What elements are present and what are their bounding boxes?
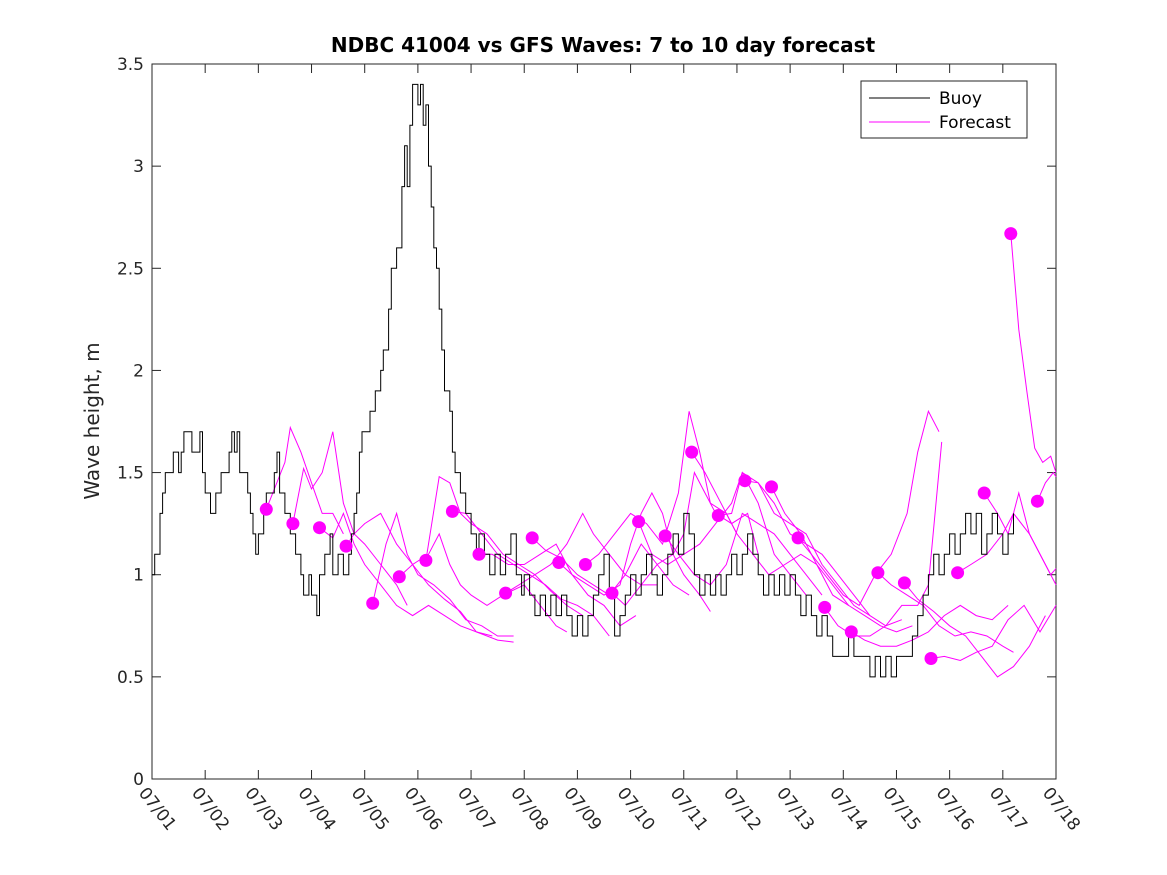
- plot-area-frame: [151, 63, 1057, 780]
- forecast-start-marker: [259, 502, 273, 516]
- forecast-line: [771, 486, 913, 633]
- y-tick-label: 3.5: [117, 55, 144, 75]
- forecast-start-marker: [711, 509, 725, 522]
- forecast-line: [319, 512, 493, 637]
- forecast-line: [664, 512, 823, 596]
- y-tick-label: 2: [133, 361, 144, 381]
- forecast-start-marker: [738, 474, 752, 488]
- legend: Buoy Forecast: [860, 80, 1028, 139]
- forecast-start-marker: [472, 547, 486, 561]
- forecast-line: [1010, 233, 1057, 473]
- forecast-start-marker: [445, 504, 459, 518]
- forecast-start-marker: [419, 553, 433, 567]
- series-layer: [152, 83, 1057, 678]
- forecast-start-marker: [818, 600, 832, 614]
- forecast-start-marker: [765, 480, 778, 494]
- forecast-line: [345, 512, 514, 643]
- y-tick-label: 1.5: [117, 464, 144, 484]
- forecast-line: [904, 582, 1046, 678]
- y-tick-label: 3: [133, 157, 144, 177]
- buoy-line: [152, 83, 1014, 678]
- forecast-line: [372, 511, 514, 637]
- legend-box: [860, 80, 1028, 139]
- y-tick-label: 0.5: [117, 668, 144, 688]
- forecast-line: [744, 480, 902, 627]
- forecast-line: [983, 491, 1057, 576]
- forecast-start-marker: [392, 570, 406, 584]
- forecast-start-marker: [366, 596, 380, 610]
- forecast-start-marker: [499, 586, 513, 600]
- forecast-line: [851, 604, 1009, 647]
- forecast-start-marker: [605, 586, 619, 600]
- forecast-start-marker: [525, 531, 539, 545]
- forecast-start-marker: [339, 539, 353, 553]
- forecast-start-marker: [871, 566, 885, 580]
- chart-title: NDBC 41004 vs GFS Waves: 7 to 10 day for…: [331, 33, 876, 57]
- forecast-line: [265, 425, 344, 535]
- forecast-start-marker: [844, 625, 858, 639]
- forecast-start-marker: [897, 576, 911, 590]
- forecast-start-marker: [924, 652, 938, 665]
- forecast-start-marker: [658, 529, 672, 543]
- forecast-line: [718, 471, 871, 617]
- y-axis-label: Wave height, m: [80, 342, 104, 499]
- forecast-line: [292, 431, 408, 606]
- forecast-line: [611, 471, 759, 607]
- forecast-start-marker: [632, 515, 646, 529]
- y-tick-label: 1: [133, 566, 144, 586]
- legend-buoy-label: Buoy: [939, 89, 982, 109]
- forecast-line: [824, 441, 943, 637]
- y-tick-label: 2.5: [117, 259, 144, 279]
- forecast-start-marker: [286, 517, 300, 531]
- forecast-line: [585, 411, 738, 565]
- forecast-start-marker: [552, 556, 566, 569]
- forecast-line: [1036, 471, 1057, 502]
- forecast-start-marker: [791, 531, 805, 545]
- forecast-start-marker: [313, 521, 326, 535]
- forecast-start-marker: [1030, 494, 1044, 508]
- forecast-line: [930, 604, 1057, 662]
- forecast-start-marker: [578, 558, 592, 571]
- forecast-start-marker: [685, 445, 699, 459]
- legend-forecast-label: Forecast: [939, 113, 1011, 133]
- forecast-line: [425, 475, 583, 617]
- forecast-start-marker: [977, 486, 991, 500]
- forecast-line: [558, 491, 711, 612]
- y-tick-label: 0: [133, 770, 144, 790]
- forecast-start-marker: [951, 566, 965, 580]
- forecast-start-marker: [1004, 227, 1018, 241]
- forecast-line: [479, 543, 637, 627]
